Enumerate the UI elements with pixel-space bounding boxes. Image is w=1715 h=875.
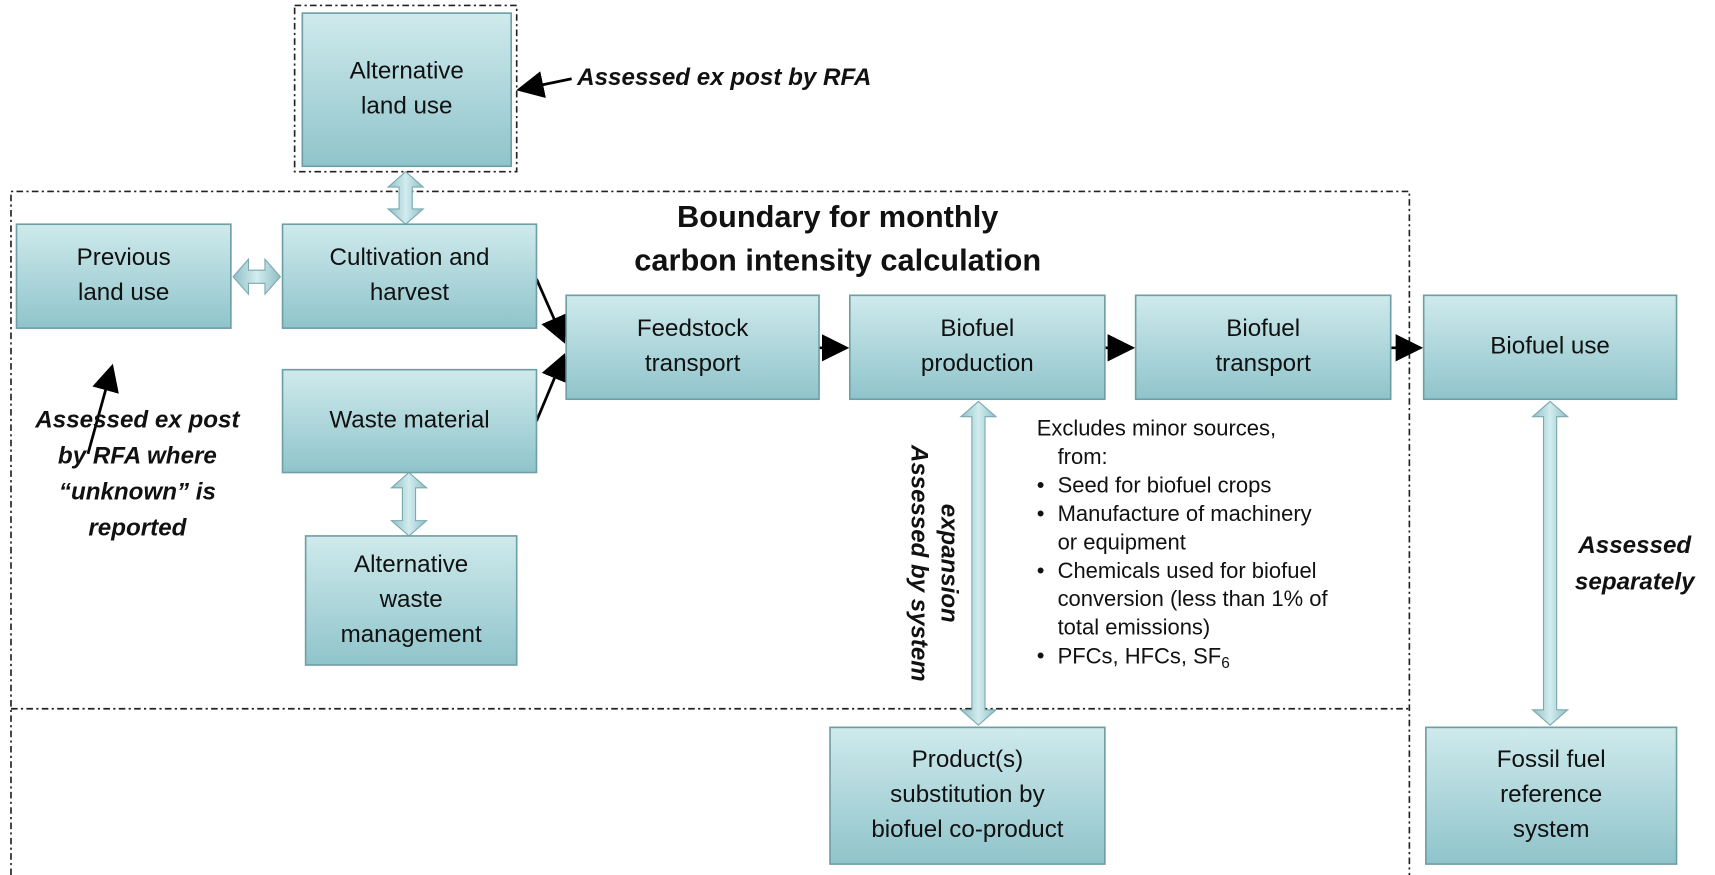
node-label: production bbox=[921, 350, 1034, 377]
annotation: Assessed by system bbox=[906, 444, 933, 682]
annotation: expansion bbox=[935, 504, 962, 623]
node-label: substitution by bbox=[890, 781, 1045, 808]
annotation: Assessed bbox=[1577, 532, 1692, 559]
node-label: Biofuel bbox=[1226, 315, 1300, 342]
node-label: management bbox=[341, 621, 482, 648]
node-label: Alternative bbox=[350, 58, 464, 85]
bullet-text: Seed for biofuel crops bbox=[1058, 473, 1272, 498]
node-box bbox=[565, 294, 820, 401]
node-label: Previous bbox=[77, 244, 171, 271]
node-box bbox=[15, 223, 232, 329]
bullet-dot: • bbox=[1037, 473, 1045, 498]
node-label: Biofuel bbox=[940, 315, 1014, 342]
bullet-dot: • bbox=[1037, 501, 1045, 526]
node-label: biofuel co-product bbox=[871, 816, 1063, 843]
bullet-text: total emissions) bbox=[1058, 615, 1211, 640]
arrows bbox=[86, 71, 1424, 455]
double-arrow bbox=[386, 170, 425, 225]
boundary-title: Boundary for monthly bbox=[677, 199, 998, 234]
bullet-text: or equipment bbox=[1058, 529, 1186, 554]
node-box bbox=[848, 294, 1106, 401]
annotation: by RFA where bbox=[58, 443, 217, 470]
node-box bbox=[829, 726, 1106, 865]
node-label: transport bbox=[1215, 350, 1311, 377]
boundary bbox=[10, 190, 1411, 875]
node-label: Cultivation and bbox=[330, 244, 490, 271]
node-label: harvest bbox=[370, 279, 450, 306]
node-label: waste bbox=[379, 586, 443, 613]
bullet-dot: • bbox=[1037, 643, 1045, 668]
node-label: reference bbox=[1500, 781, 1602, 808]
node-label: Product(s) bbox=[912, 746, 1023, 773]
bullet-text: Chemicals used for biofuel bbox=[1058, 558, 1317, 583]
annotation: reported bbox=[88, 515, 187, 542]
node-box bbox=[301, 12, 513, 168]
excludes-heading: Excludes minor sources, bbox=[1037, 416, 1276, 441]
excludes-heading: from: bbox=[1058, 444, 1108, 469]
bullet-text-part: PFCs, HFCs, SF bbox=[1058, 643, 1222, 668]
node-label: Alternative bbox=[354, 551, 468, 578]
node-box bbox=[1422, 294, 1678, 401]
double-arrow bbox=[959, 400, 998, 726]
node-label: Biofuel use bbox=[1490, 333, 1610, 360]
double-arrow bbox=[389, 471, 429, 537]
annotation: “unknown” is bbox=[59, 479, 216, 506]
node-box bbox=[1134, 294, 1392, 401]
node-box bbox=[1425, 726, 1678, 865]
node-label: Waste material bbox=[329, 407, 489, 434]
bullet-text: Manufacture of machinery bbox=[1058, 501, 1312, 526]
double-arrow bbox=[232, 257, 282, 296]
node-label: system bbox=[1513, 816, 1590, 843]
node-label: land use bbox=[78, 279, 169, 306]
annotation: Assessed ex post by RFA bbox=[576, 64, 871, 91]
double-arrows bbox=[232, 170, 1570, 726]
node-label: transport bbox=[645, 350, 741, 377]
double-arrow bbox=[1531, 400, 1570, 726]
boundary-title: carbon intensity calculation bbox=[634, 243, 1041, 278]
bullet-text: PFCs, HFCs, SF6 bbox=[1058, 643, 1230, 672]
annotation: Assessed ex post bbox=[34, 407, 240, 434]
node-label: Feedstock bbox=[637, 315, 749, 342]
node-box bbox=[281, 368, 538, 474]
node-box bbox=[281, 223, 538, 329]
bullet-text: conversion (less than 1% of bbox=[1058, 586, 1329, 611]
node-box bbox=[304, 535, 518, 666]
dashed-frame bbox=[293, 4, 518, 173]
annotation: separately bbox=[1575, 568, 1696, 595]
node-label: Fossil fuel bbox=[1497, 746, 1606, 773]
bullet-dot: • bbox=[1037, 558, 1045, 583]
node-label: land use bbox=[361, 93, 452, 120]
subscript: 6 bbox=[1221, 655, 1230, 672]
